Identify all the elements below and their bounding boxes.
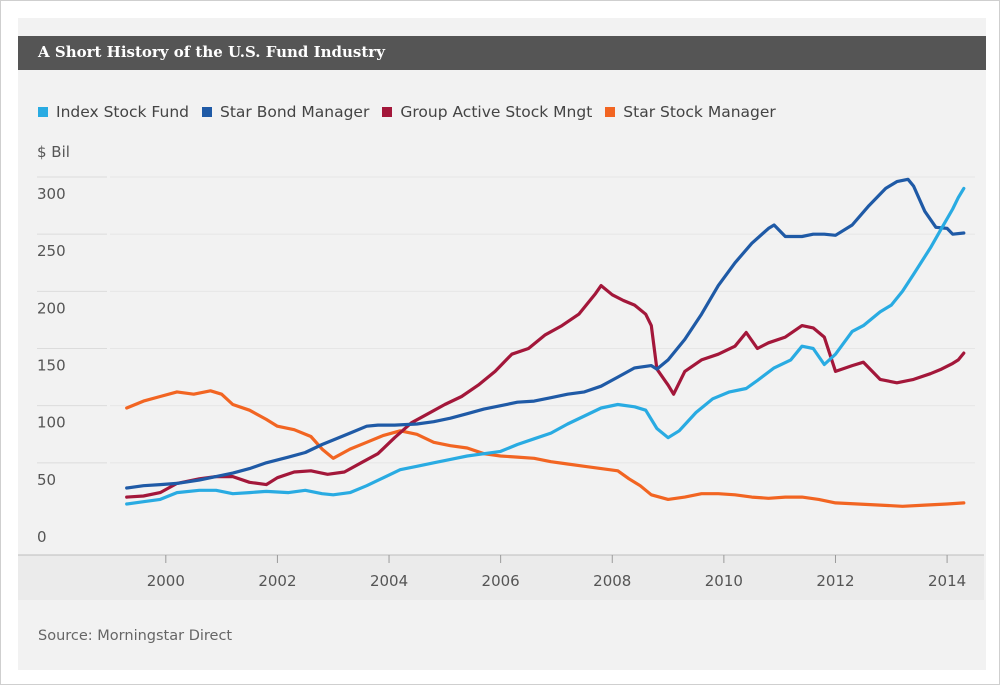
y-tick-label: 200 <box>37 299 66 317</box>
series-line <box>125 186 966 506</box>
x-tick-label: 2000 <box>147 572 185 590</box>
series-line <box>125 389 966 508</box>
y-tick-label: 0 <box>37 528 47 546</box>
x-axis: 2000 2002 2004 2006 2008 2010 2012 2014 <box>18 554 984 600</box>
y-tick-label: 300 <box>37 185 66 203</box>
y-tick-label: 250 <box>37 242 66 260</box>
series-line <box>125 177 966 490</box>
x-tick-label: 2002 <box>258 572 296 590</box>
legend-item: Star Stock Manager <box>605 103 776 121</box>
legend-label: Group Active Stock Mngt <box>400 103 593 121</box>
legend-item: Group Active Stock Mngt <box>382 103 592 121</box>
y-tick-label: 100 <box>37 414 66 432</box>
legend-label: Star Stock Manager <box>623 103 776 121</box>
legend: Index Stock Fund Star Bond Manager Group A… <box>38 103 789 121</box>
legend-swatch <box>382 107 393 117</box>
x-tick-label: 2012 <box>816 572 854 590</box>
y-tick-label: 50 <box>37 471 56 489</box>
x-tick-label: 2008 <box>593 572 631 590</box>
title-bar: A Short History of the U.S. Fund Industr… <box>18 36 986 70</box>
gridlines <box>37 176 975 464</box>
legend-item: Star Bond Manager <box>201 103 370 121</box>
y-axis-label: $ Bil <box>37 143 70 161</box>
legend-label: Star Bond Manager <box>219 103 370 121</box>
x-tick-label: 2006 <box>482 572 520 590</box>
source-note: Source: Morningstar Direct <box>38 628 233 644</box>
legend-swatch <box>605 107 616 117</box>
legend-swatch <box>38 107 48 117</box>
legend-label: Index Stock Fund <box>56 103 189 121</box>
x-tick-label: 2010 <box>705 572 743 590</box>
x-tick-label: 2004 <box>370 572 408 590</box>
y-tick-labels: 0 50 100 150 200 250 300 <box>37 185 66 546</box>
chart-title: A Short History of the U.S. Fund Industr… <box>38 43 385 61</box>
x-tick-label: 2014 <box>928 572 966 590</box>
series-line <box>125 284 966 499</box>
legend-item: Index Stock Fund <box>38 103 189 121</box>
legend-swatch <box>201 107 212 117</box>
y-tick-label: 150 <box>37 357 66 375</box>
series-lines <box>125 177 966 508</box>
